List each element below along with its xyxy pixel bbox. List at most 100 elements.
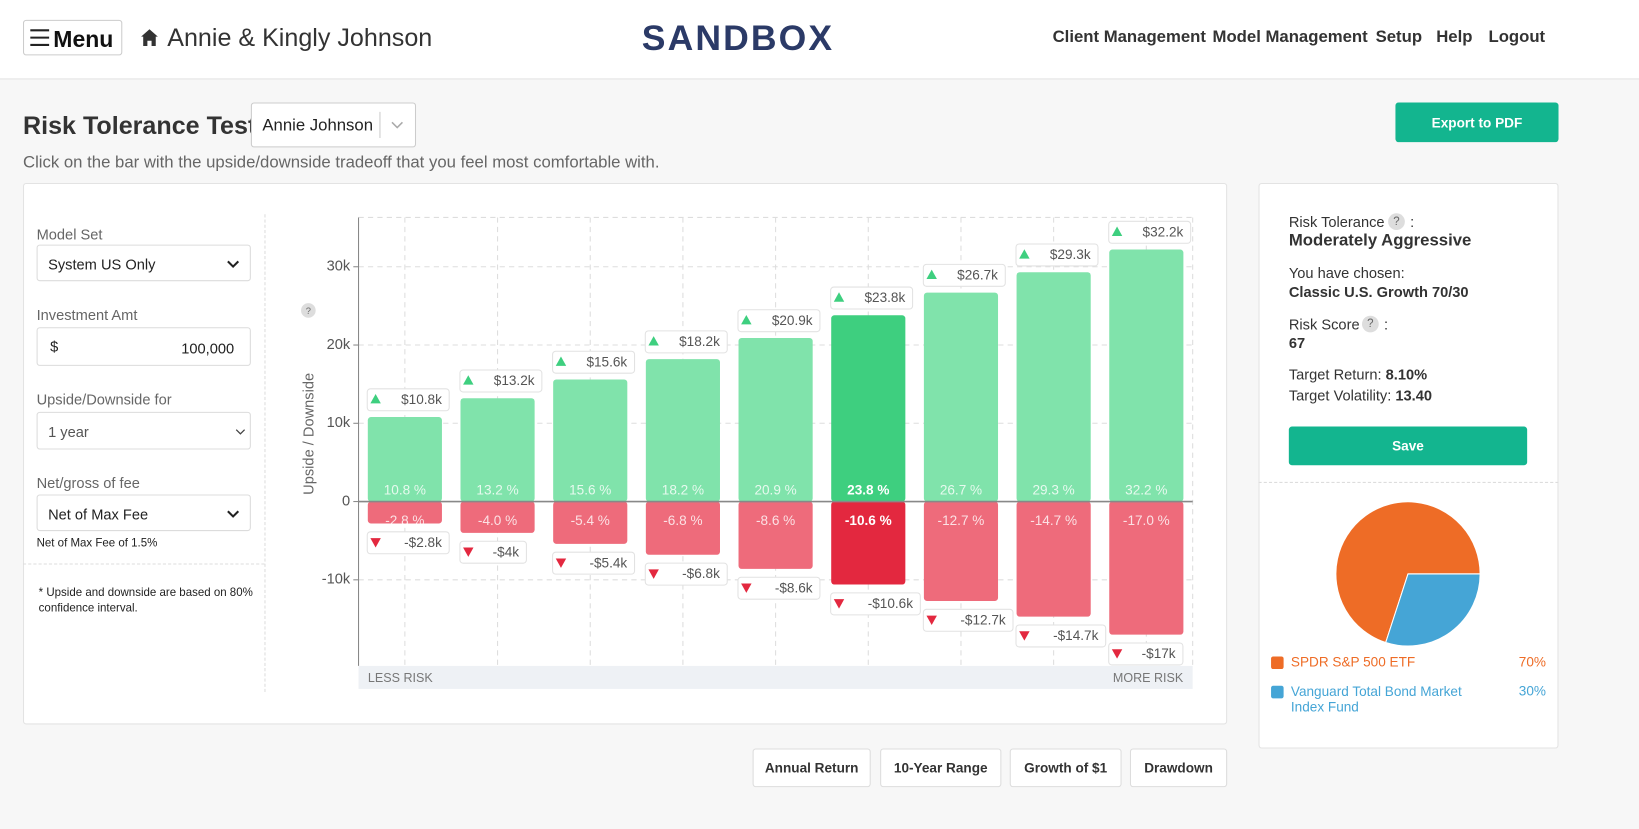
value-label: $18.2k xyxy=(679,334,720,349)
bar[interactable] xyxy=(831,501,906,585)
help-icon[interactable]: ? xyxy=(1388,213,1405,230)
value-label-box xyxy=(552,551,636,575)
summary-label: Risk Score xyxy=(1288,315,1360,333)
help-icon[interactable]: ? xyxy=(306,305,311,316)
hamburger-icon xyxy=(30,29,50,46)
divider xyxy=(379,111,381,138)
value-label-box xyxy=(366,531,450,555)
nav-item[interactable]: Client Management xyxy=(1052,28,1206,46)
y-tick-label: 0 xyxy=(342,493,350,509)
pct-label: -10.6 % xyxy=(845,513,892,528)
summary-label: Risk Tolerance xyxy=(1288,213,1385,230)
risk-score: 67 xyxy=(1288,334,1306,352)
view-button[interactable]: Annual Return xyxy=(752,748,871,788)
menu-button[interactable]: Menu xyxy=(22,19,123,56)
save-label: Save xyxy=(1392,438,1424,454)
period-select[interactable]: 1 year xyxy=(36,411,251,450)
divider xyxy=(1258,481,1559,483)
investment-input[interactable]: $ 100,000 xyxy=(36,327,251,366)
bar[interactable] xyxy=(1016,501,1091,617)
x-start-label: LESS RISK xyxy=(368,671,433,685)
pie-slice xyxy=(1335,501,1481,644)
nav-item[interactable]: Logout xyxy=(1488,28,1546,46)
bar[interactable] xyxy=(645,501,720,555)
export-label: Export to PDF xyxy=(1431,114,1523,131)
value-label: $23.8k xyxy=(865,290,906,305)
value-label-box xyxy=(1015,624,1107,648)
save-button[interactable]: Save xyxy=(1288,426,1528,466)
down-arrow xyxy=(833,599,845,609)
bar[interactable] xyxy=(923,501,999,601)
help-icon[interactable]: ? xyxy=(1361,315,1379,333)
bar[interactable] xyxy=(553,501,628,544)
bar[interactable] xyxy=(553,379,628,502)
value-label-box xyxy=(459,369,543,393)
model-set-select[interactable]: System US Only xyxy=(36,244,251,282)
value-label: -$8.6k xyxy=(775,580,813,595)
bar[interactable] xyxy=(738,337,813,502)
legend-swatch xyxy=(1271,656,1284,670)
divider xyxy=(22,563,265,565)
value-label: $32.2k xyxy=(1143,224,1184,239)
pct-label: -6.8 % xyxy=(663,513,702,528)
client-name: Annie & Kingly Johnson xyxy=(167,24,433,53)
value-label: -$14.7k xyxy=(1053,628,1098,643)
summary-card xyxy=(1258,182,1559,749)
bar[interactable] xyxy=(367,417,442,502)
up-arrow xyxy=(1111,226,1123,236)
y-tick-label: -10k xyxy=(322,572,351,588)
brand: SANDBOX xyxy=(641,18,835,59)
legend-value: 70% xyxy=(1519,654,1546,669)
target-return: 8.10% xyxy=(1385,365,1428,383)
value-label-box xyxy=(922,608,1014,632)
bar[interactable] xyxy=(1016,272,1091,502)
menu-label: Menu xyxy=(53,26,114,53)
bar[interactable] xyxy=(460,501,535,533)
export-button[interactable]: Export to PDF xyxy=(1395,102,1559,143)
bar[interactable] xyxy=(1109,249,1184,502)
chevron xyxy=(227,260,240,269)
pct-label: -2.8 % xyxy=(385,513,424,528)
fee-select[interactable]: Net of Max Fee xyxy=(36,494,251,532)
summary-label: You have chosen: xyxy=(1288,264,1405,282)
page-title: Risk Tolerance Test: xyxy=(22,111,265,141)
view-button[interactable]: Growth of $1 xyxy=(1009,748,1122,788)
nav-item[interactable]: Model Management xyxy=(1212,28,1368,46)
help-icon-bg[interactable] xyxy=(301,303,316,318)
bar[interactable] xyxy=(831,315,906,502)
up-arrow xyxy=(370,394,381,404)
pct-label: -4.0 % xyxy=(478,513,517,528)
bar[interactable] xyxy=(923,292,999,502)
value-label: $15.6k xyxy=(586,354,627,369)
view-button[interactable]: 10-Year Range xyxy=(880,748,1002,788)
home-icon[interactable] xyxy=(140,28,159,47)
nav-item[interactable]: Setup xyxy=(1375,28,1423,46)
value-label: $26.7k xyxy=(957,267,998,282)
field-label: Net/gross of fee xyxy=(36,474,140,492)
value-label-box xyxy=(1108,220,1192,244)
nav-item[interactable]: Help xyxy=(1436,28,1473,46)
value-label: $13.2k xyxy=(494,373,535,388)
value-label-box xyxy=(830,592,921,616)
client-select[interactable]: Annie Johnson xyxy=(250,102,417,148)
bar[interactable] xyxy=(460,398,535,502)
value-label: -$10.6k xyxy=(868,596,913,611)
up-arrow xyxy=(833,292,845,302)
value-label-box xyxy=(922,263,1006,287)
value-label-box xyxy=(737,309,821,333)
bar[interactable] xyxy=(738,501,813,569)
field-label: Model Set xyxy=(36,225,103,243)
field-value: System US Only xyxy=(48,256,156,273)
pct-label: 10.8 % xyxy=(384,483,426,498)
y-tick-label: 30k xyxy=(327,259,351,275)
view-label: Growth of $1 xyxy=(1024,760,1108,776)
bar[interactable] xyxy=(367,501,442,524)
instruction: Click on the bar with the upside/downsid… xyxy=(22,153,660,172)
bar[interactable] xyxy=(1109,501,1184,635)
pct-label: 15.6 % xyxy=(569,483,611,498)
bar[interactable] xyxy=(645,359,720,502)
value-label-box xyxy=(1015,243,1099,267)
view-button[interactable]: Drawdown xyxy=(1129,748,1228,788)
